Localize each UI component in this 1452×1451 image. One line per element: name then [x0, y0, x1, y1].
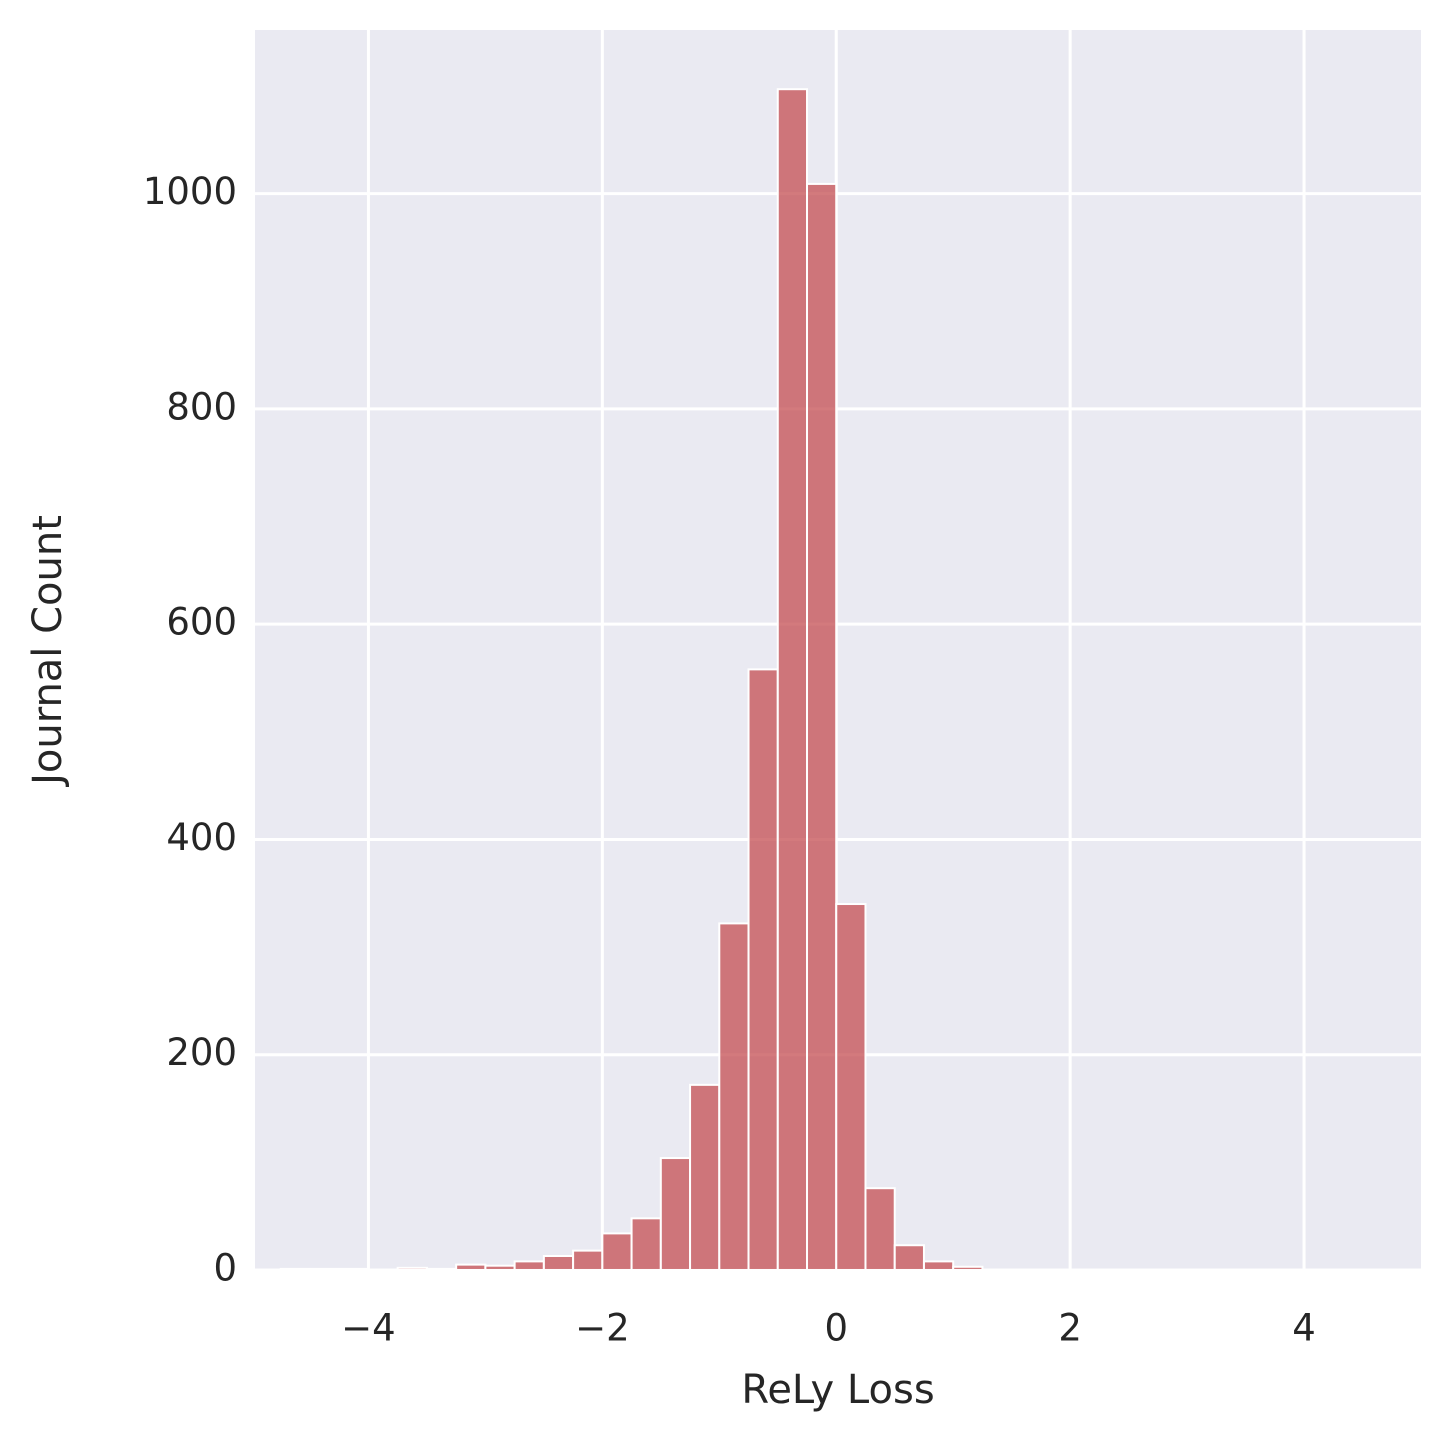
- y-tick-label: 800: [166, 385, 237, 428]
- x-tick-label: 2: [1058, 1307, 1082, 1350]
- y-tick-label: 1000: [143, 170, 237, 213]
- bar: [542, 1255, 575, 1272]
- bar: [279, 1267, 311, 1271]
- bar: [835, 903, 867, 1271]
- bar: [922, 1260, 955, 1272]
- y-tick-label: 200: [166, 1031, 237, 1074]
- bar: [513, 1260, 545, 1272]
- x-tick-label: 0: [824, 1307, 848, 1350]
- x-tick-label: 4: [1292, 1307, 1316, 1350]
- bar: [806, 182, 838, 1272]
- bar: [601, 1232, 633, 1272]
- bar: [893, 1244, 925, 1271]
- bar: [689, 1083, 721, 1271]
- bar: [718, 922, 750, 1271]
- x-axis-label: ReLy Loss: [741, 1367, 934, 1413]
- bar: [396, 1266, 428, 1271]
- bar: [572, 1249, 604, 1271]
- bar: [659, 1157, 692, 1271]
- bar: [308, 1267, 341, 1271]
- bar: [338, 1267, 370, 1271]
- y-axis-label: Journal Count: [25, 515, 71, 788]
- bar: [484, 1264, 516, 1272]
- y-tick-label: 0: [213, 1247, 237, 1290]
- y-tick-label: 600: [166, 601, 237, 644]
- bar: [952, 1265, 984, 1272]
- bar: [776, 88, 809, 1271]
- bar: [425, 1267, 458, 1271]
- y-tick-label: 400: [166, 816, 237, 859]
- bar: [455, 1263, 487, 1271]
- bar: [747, 668, 779, 1271]
- x-tick-label: −4: [341, 1307, 396, 1350]
- bar: [864, 1187, 896, 1272]
- x-tick-label: −2: [575, 1307, 630, 1350]
- bar: [630, 1217, 662, 1272]
